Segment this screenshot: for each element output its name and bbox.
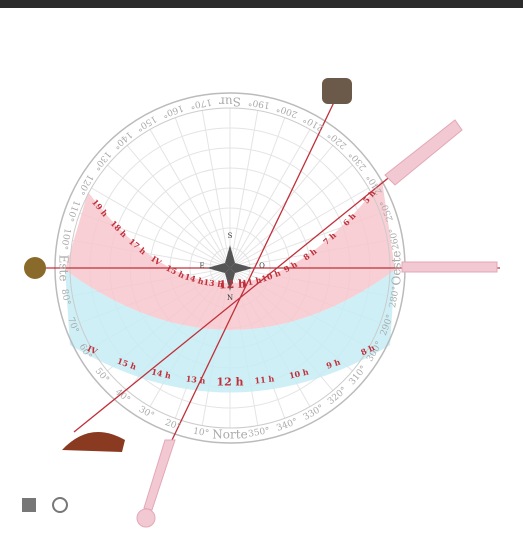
degree-label: 330° [302,403,326,423]
compass-rose [207,245,253,291]
degree-label: 210° [302,113,326,133]
azimuth-line [174,117,231,269]
degree-label: 40° [113,387,132,405]
degree-label: 150° [134,113,158,133]
degree-label: 340° [275,417,299,434]
hour-label: 14 h [150,367,172,381]
degree-label: 220° [326,129,349,151]
degree-label: 170° [189,96,212,110]
degree-label: Sur [219,95,241,109]
azimuth-line [107,164,231,269]
degree-label: 350° [248,426,271,440]
sun-icon [24,257,46,279]
degree-label: Este [57,255,71,282]
hour-label: 12 h [216,376,243,389]
hour-label: 9 h [325,357,342,371]
hour-label: 11 h [241,275,263,289]
hour-label: 11 h [254,373,275,385]
hour-label: 13 h [203,277,224,290]
compass-label: N [227,294,233,302]
azimuth-line [229,187,369,269]
degree-label: 160° [161,102,185,119]
hour-label: IV [86,343,100,357]
rock-icon [62,432,125,452]
degree-label: 260° [388,227,402,250]
degree-label: 120° [75,172,95,196]
degree-label: 10° [192,427,209,440]
stone-icon [322,78,352,104]
logos [22,497,68,513]
degree-label: 320° [326,386,349,408]
azimuth-line [91,187,231,269]
azimuth-line [229,110,259,269]
azimuth-line [149,129,231,269]
degree-label: Norte [212,428,247,442]
summer-band [65,180,395,330]
degree-label: 280° [388,286,402,309]
degree-label: 200° [275,102,299,119]
azimuth-line [126,145,231,269]
top-bar [0,0,523,8]
azimuth-line [229,145,334,269]
degree-label: 310° [348,364,370,387]
degree-label: Oeste [390,250,404,285]
degree-label: 30° [137,405,156,422]
azimuth-line [229,164,353,269]
azimuth-line [229,129,311,269]
compass-label: S [228,232,233,240]
hour-label: 13 h [185,373,206,385]
azimuth-line [201,110,231,269]
degree-label: 130° [91,149,113,172]
winter-band [65,270,395,393]
degree-label: 190° [248,96,271,110]
degree-label: 100° [58,227,72,250]
hour-label: 12 h [219,277,247,291]
degree-label: 80° [59,288,72,305]
compass-label: E [199,262,204,270]
pink-pointers [136,119,498,528]
degree-label: 140° [111,129,134,151]
degree-label: 110° [64,199,81,223]
degree-label: 50° [93,366,111,385]
degree-label: 230° [348,149,370,172]
azimuth-line [229,117,286,269]
compass-label: O [259,262,265,270]
hour-label: 10 h [288,366,310,380]
